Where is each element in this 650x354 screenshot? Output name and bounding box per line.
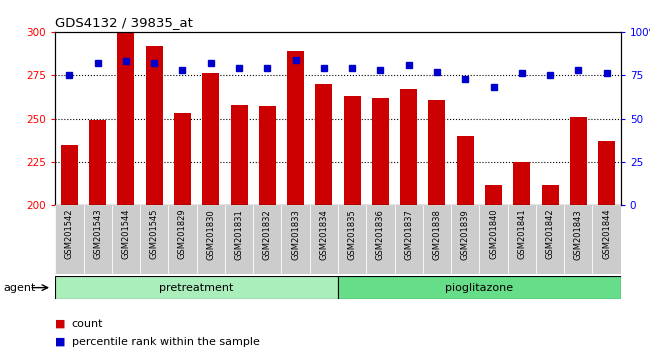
Bar <box>146 46 162 205</box>
Bar <box>89 120 106 205</box>
Bar <box>372 98 389 205</box>
Text: GSM201840: GSM201840 <box>489 209 498 259</box>
Text: GSM201842: GSM201842 <box>545 209 554 259</box>
Text: GSM201542: GSM201542 <box>65 209 74 259</box>
Text: GSM201844: GSM201844 <box>602 209 611 259</box>
Text: percentile rank within the sample: percentile rank within the sample <box>72 337 259 347</box>
Bar <box>83 205 112 274</box>
Text: GSM201829: GSM201829 <box>178 209 187 259</box>
Text: GSM201836: GSM201836 <box>376 209 385 259</box>
Bar <box>112 205 140 274</box>
Bar <box>422 205 451 274</box>
Bar <box>598 141 615 205</box>
Text: pioglitazone: pioglitazone <box>445 282 514 293</box>
Bar <box>338 276 621 299</box>
Text: GSM201831: GSM201831 <box>235 209 244 259</box>
Bar <box>514 162 530 205</box>
Bar <box>428 99 445 205</box>
Bar <box>55 276 338 299</box>
Bar <box>338 205 367 274</box>
Bar <box>310 205 338 274</box>
Bar <box>174 113 191 205</box>
Text: agent: agent <box>3 282 36 293</box>
Text: GSM201834: GSM201834 <box>319 209 328 259</box>
Text: GSM201545: GSM201545 <box>150 209 159 259</box>
Bar <box>231 105 248 205</box>
Text: ■: ■ <box>55 337 66 347</box>
Bar <box>451 205 480 274</box>
Text: GSM201843: GSM201843 <box>574 209 583 259</box>
Bar <box>536 205 564 274</box>
Text: GSM201835: GSM201835 <box>348 209 357 259</box>
Bar <box>570 117 587 205</box>
Text: count: count <box>72 319 103 329</box>
Bar <box>259 107 276 205</box>
Bar <box>344 96 361 205</box>
Bar <box>55 205 83 274</box>
Bar <box>202 74 219 205</box>
Bar <box>118 32 135 205</box>
Bar <box>541 184 558 205</box>
Bar <box>395 205 423 274</box>
Bar <box>508 205 536 274</box>
Text: GSM201543: GSM201543 <box>93 209 102 259</box>
Text: GSM201833: GSM201833 <box>291 209 300 259</box>
Bar <box>140 205 168 274</box>
Bar <box>196 205 225 274</box>
Bar <box>593 205 621 274</box>
Bar <box>485 184 502 205</box>
Text: GSM201838: GSM201838 <box>432 209 441 259</box>
Text: GDS4132 / 39835_at: GDS4132 / 39835_at <box>55 16 193 29</box>
Bar <box>315 84 332 205</box>
Bar <box>400 89 417 205</box>
Bar <box>287 51 304 205</box>
Text: pretreatment: pretreatment <box>159 282 234 293</box>
Text: GSM201839: GSM201839 <box>461 209 470 259</box>
Text: GSM201837: GSM201837 <box>404 209 413 259</box>
Text: GSM201830: GSM201830 <box>206 209 215 259</box>
Text: GSM201544: GSM201544 <box>122 209 131 259</box>
Bar <box>281 205 310 274</box>
Bar <box>564 205 593 274</box>
Bar <box>61 144 78 205</box>
Bar <box>254 205 281 274</box>
Bar <box>225 205 254 274</box>
Bar <box>367 205 395 274</box>
Bar <box>168 205 197 274</box>
Text: ■: ■ <box>55 319 66 329</box>
Text: GSM201832: GSM201832 <box>263 209 272 259</box>
Text: GSM201841: GSM201841 <box>517 209 526 259</box>
Bar <box>480 205 508 274</box>
Bar <box>457 136 474 205</box>
